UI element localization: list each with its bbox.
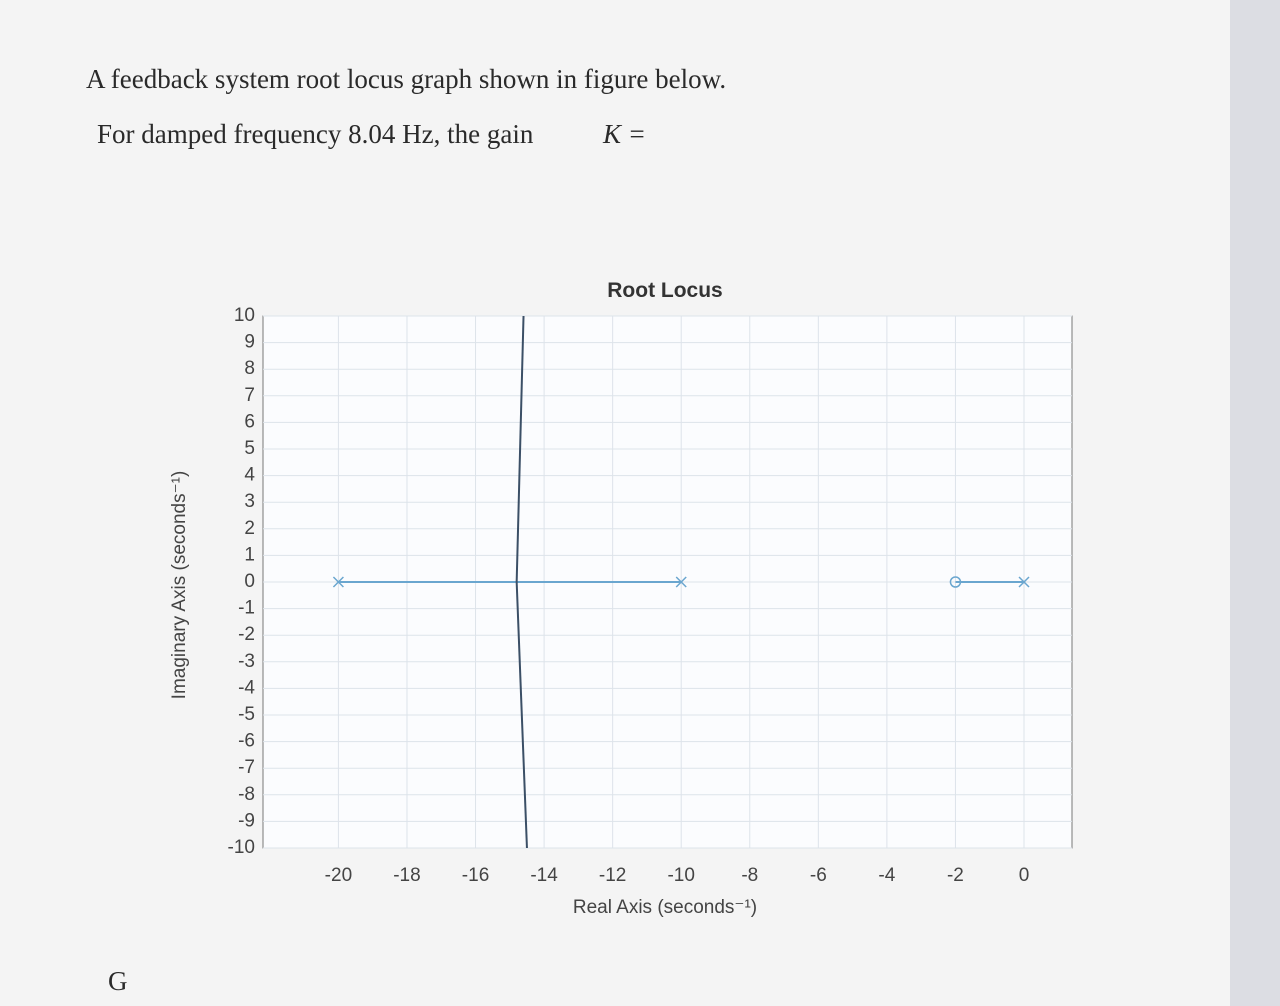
y-tick-label: -10 [228,837,255,858]
x-tick-label: 0 [1019,865,1030,886]
locus-branch [515,581,528,849]
question-line: For damped frequency 8.04 Hz, the gain [97,119,534,149]
question-line: A feedback system root locus graph shown… [86,64,726,94]
x-axis-label: Real Axis (seconds⁻¹) [573,897,757,918]
y-tick-label: -4 [238,677,255,698]
y-tick-label: 1 [244,544,255,565]
x-tick-label: -10 [667,865,694,886]
y-axis-label: Imaginary Axis (seconds⁻¹) [169,471,190,700]
footer-mark: G [108,966,128,996]
y-tick-label: 5 [244,438,255,459]
zero-marker [949,576,962,588]
x-tick-label: -14 [530,865,558,886]
y-tick-label: -3 [238,651,255,672]
x-tick-label: -4 [878,865,895,886]
x-tick-label: -6 [810,865,827,886]
y-tick-label: 6 [244,411,255,432]
y-tick-label: -8 [238,784,255,805]
gain-symbol: K = [602,119,646,149]
pole-marker [675,576,687,588]
y-tick-label: 4 [244,465,255,486]
y-tick-label: -6 [238,731,255,752]
chart-title: Root Locus [607,279,723,302]
y-tick-label: 10 [234,305,255,326]
pole-marker [332,576,344,588]
y-tick-label: -7 [238,757,255,778]
pole-marker [1018,576,1030,588]
x-tick-label: -18 [393,865,420,886]
x-tick-label: -20 [325,865,352,886]
y-tick-label: 2 [244,518,255,539]
x-tick-label: -8 [741,865,758,886]
y-tick-label: -9 [238,810,255,831]
y-tick-label: 9 [244,332,255,353]
y-tick-label: -5 [238,704,255,725]
y-tick-label: -1 [238,598,255,619]
locus-branch [515,315,525,583]
y-tick-label: 0 [244,571,255,592]
x-tick-label: -12 [599,865,626,886]
y-tick-label: -2 [238,624,255,645]
y-tick-label: 3 [244,491,255,512]
y-tick-label: 8 [244,358,255,379]
y-tick-label: 7 [244,385,255,406]
x-tick-label: -16 [462,865,489,886]
x-tick-label: -2 [947,865,964,886]
